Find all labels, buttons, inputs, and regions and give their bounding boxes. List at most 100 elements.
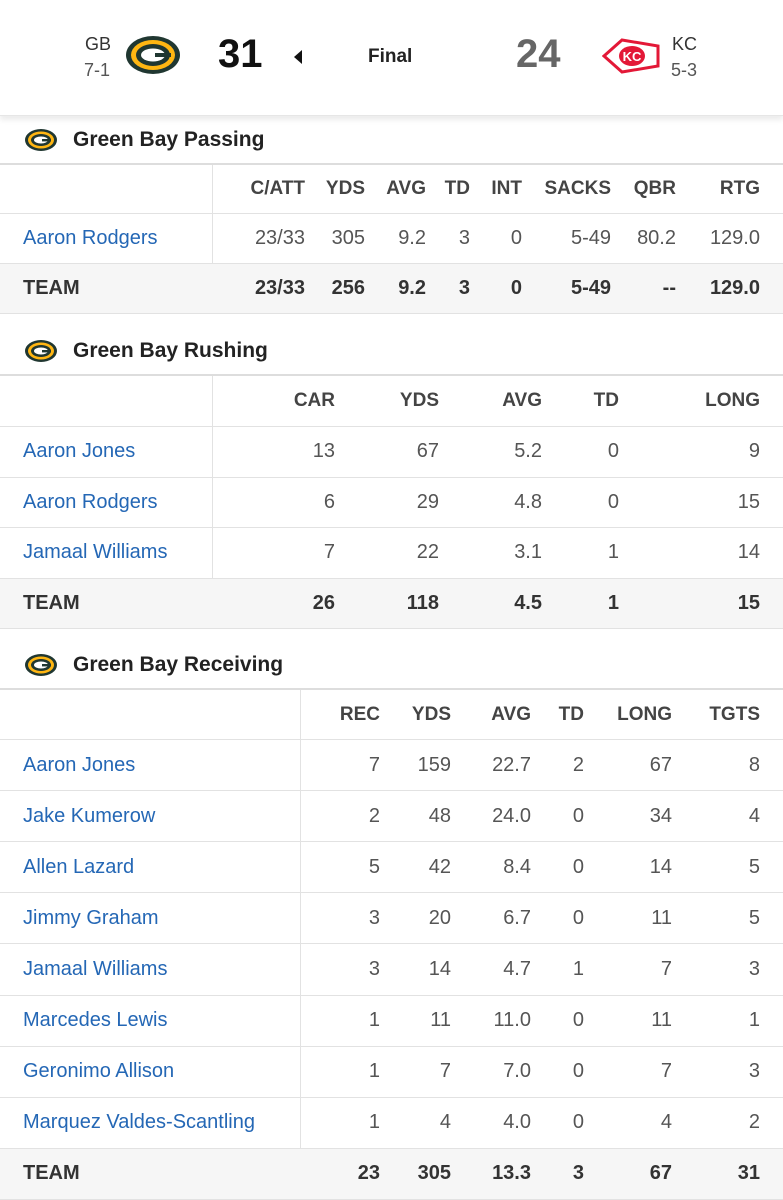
stat-value: 6.7 <box>503 906 531 929</box>
stat-value: -- <box>662 277 676 299</box>
away-record: 5-3 <box>671 60 698 80</box>
stat-value: 118 <box>406 591 439 614</box>
stat-value: 129.0 <box>709 227 760 249</box>
stat-value: 1 <box>368 1111 380 1134</box>
player-name[interactable]: Marcedes Lewis <box>23 1009 168 1032</box>
player-name[interactable]: Aaron Jones <box>23 753 136 776</box>
player-row[interactable] <box>0 1045 783 1098</box>
stat-value: 5-49 <box>570 277 611 299</box>
player-name[interactable]: Aaron Rodgers <box>23 227 158 249</box>
stat-value: 3 <box>748 1060 760 1083</box>
stat-value: 34 <box>649 804 672 827</box>
kc-logo: KC <box>602 38 660 74</box>
stat-value: 7 <box>323 541 335 564</box>
stat-value: 14 <box>737 541 760 564</box>
stat-value: 3 <box>368 906 380 929</box>
stat-value: 305 <box>331 227 365 249</box>
player-row[interactable] <box>0 892 783 944</box>
stat-value: 11 <box>430 1009 451 1032</box>
column-header: LONG <box>617 703 672 725</box>
stat-value: 5.2 <box>514 440 542 463</box>
stat-value: 5-49 <box>570 227 611 249</box>
column-header: AVG <box>502 390 542 411</box>
stat-value: 2 <box>368 804 380 827</box>
stat-value: 5 <box>748 906 760 929</box>
stat-value: 4.7 <box>503 957 531 980</box>
stat-value: 22.7 <box>492 753 531 776</box>
stat-value: 4 <box>748 804 760 827</box>
player-row[interactable] <box>0 994 783 1047</box>
stat-value: 0 <box>572 1111 584 1134</box>
stat-value: 3.1 <box>514 541 542 564</box>
section-title: Green Bay Passing <box>73 128 265 151</box>
section-logo <box>24 653 58 677</box>
team-label: TEAM <box>23 277 80 299</box>
stat-value: 23/33 <box>254 227 305 249</box>
stat-value: 7 <box>368 753 380 776</box>
stat-value: 6 <box>323 490 335 513</box>
vertical-divider <box>212 376 213 628</box>
stat-value: 3 <box>368 957 380 980</box>
column-header: SACKS <box>544 178 611 199</box>
player-row[interactable] <box>0 426 783 478</box>
stat-value: 0 <box>607 490 619 513</box>
team-label: TEAM <box>23 1162 80 1185</box>
column-header: TD <box>558 703 584 725</box>
table-bottom <box>0 1198 783 1200</box>
stat-value: 7 <box>439 1060 451 1083</box>
column-header: REC <box>339 703 380 725</box>
stat-value: 4.5 <box>514 591 542 614</box>
team-label: TEAM <box>23 591 80 614</box>
player-name[interactable]: Marquez Valdes-Scantling <box>23 1111 255 1134</box>
player-name[interactable]: Aaron Rodgers <box>23 490 158 513</box>
stat-value: 23/33 <box>254 277 305 299</box>
player-row[interactable] <box>0 739 783 791</box>
stat-value: 80.2 <box>637 227 676 249</box>
stat-value: 4.8 <box>514 490 542 513</box>
player-row[interactable] <box>0 527 783 579</box>
column-header: INT <box>491 178 522 199</box>
section-divider <box>0 163 783 165</box>
stat-value: 1 <box>572 957 584 980</box>
player-name[interactable]: Jake Kumerow <box>23 804 156 827</box>
column-header: YDS <box>399 390 439 411</box>
column-header: TGTS <box>709 703 760 725</box>
player-row[interactable] <box>0 943 783 995</box>
stat-value: 8.4 <box>503 855 531 878</box>
player-name[interactable]: Geronimo Allison <box>23 1060 175 1083</box>
stat-value: 11 <box>651 906 672 929</box>
player-row[interactable] <box>0 1096 783 1149</box>
column-header: AVG <box>386 178 426 199</box>
stat-value: 5 <box>748 855 760 878</box>
stat-value: 23 <box>357 1162 380 1185</box>
player-row[interactable] <box>0 213 783 264</box>
stat-value: 0 <box>572 855 584 878</box>
player-row[interactable] <box>0 841 783 893</box>
player-name[interactable]: Jamaal Williams <box>23 541 168 564</box>
stat-value: 0 <box>607 440 619 463</box>
player-name[interactable]: Aaron Jones <box>23 440 136 463</box>
stat-value: 2 <box>748 1111 760 1134</box>
stat-value: 3 <box>748 957 760 980</box>
stat-value: 67 <box>416 440 439 463</box>
stat-value: 1 <box>748 1009 760 1032</box>
player-name[interactable]: Allen Lazard <box>23 855 135 878</box>
stat-value: 0 <box>572 804 584 827</box>
player-name[interactable]: Jimmy Graham <box>23 906 159 929</box>
player-name[interactable]: Jamaal Williams <box>23 957 168 980</box>
stat-value: 1 <box>607 591 619 614</box>
stat-value: 42 <box>428 855 451 878</box>
stat-value: 15 <box>737 490 760 513</box>
stat-value: 7 <box>660 1060 672 1083</box>
home-abbr: GB <box>85 34 112 54</box>
player-row[interactable] <box>0 476 783 529</box>
player-row[interactable] <box>0 790 783 842</box>
stat-value: 11.0 <box>493 1009 531 1032</box>
stat-value: 13 <box>312 440 335 463</box>
stat-value: 2 <box>572 753 584 776</box>
column-header: YDS <box>411 703 451 725</box>
stat-value: 7.0 <box>503 1060 531 1083</box>
stat-value: 4 <box>660 1111 672 1134</box>
section-logo <box>24 339 58 363</box>
